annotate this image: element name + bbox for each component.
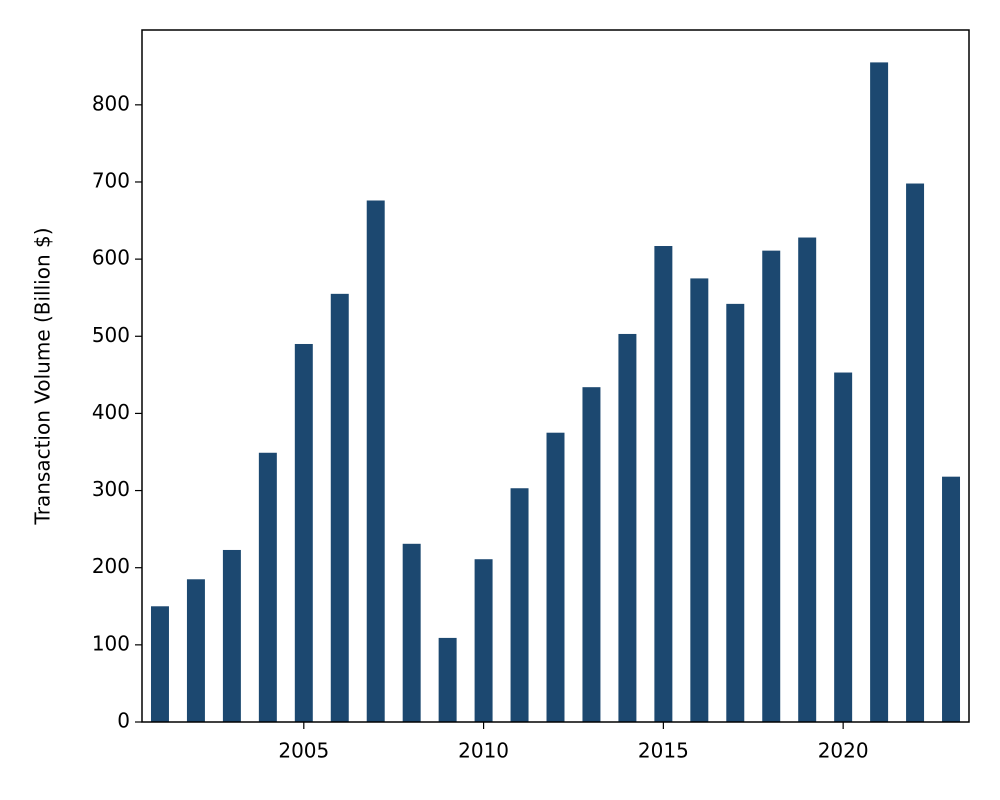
bar [402, 543, 421, 722]
bar [582, 387, 601, 722]
y-tick-label: 0 [117, 709, 130, 733]
bar [654, 246, 673, 722]
y-tick-label: 200 [92, 554, 130, 578]
y-axis-label: Transaction Volume (Billion $) [31, 227, 55, 525]
bar [474, 559, 493, 722]
x-tick-label: 2020 [818, 739, 869, 763]
x-tick-label: 2010 [458, 739, 509, 763]
bar [906, 183, 925, 722]
bar [330, 293, 349, 722]
bar [942, 476, 961, 722]
y-tick-label: 400 [92, 400, 130, 424]
y-tick-label: 700 [92, 168, 130, 192]
bar [798, 237, 817, 722]
x-tick-label: 2015 [638, 739, 689, 763]
bar [618, 333, 637, 722]
bar [150, 606, 169, 722]
y-tick-label: 300 [92, 477, 130, 501]
bar [294, 343, 313, 722]
bar [510, 488, 529, 722]
bar [222, 549, 241, 722]
bar [726, 303, 745, 722]
bar [366, 200, 385, 723]
bar [690, 278, 709, 722]
y-tick-label: 500 [92, 323, 130, 347]
y-tick-label: 600 [92, 246, 130, 270]
plot-frame [141, 29, 970, 723]
y-tick-label: 800 [92, 91, 130, 115]
bar [258, 452, 277, 722]
bar [186, 579, 205, 722]
y-tick-label: 100 [92, 631, 130, 655]
bar [834, 372, 853, 722]
bar [438, 637, 457, 722]
bar [762, 250, 781, 722]
bar [546, 432, 565, 722]
bar [870, 62, 889, 722]
x-tick-label: 2005 [278, 739, 329, 763]
